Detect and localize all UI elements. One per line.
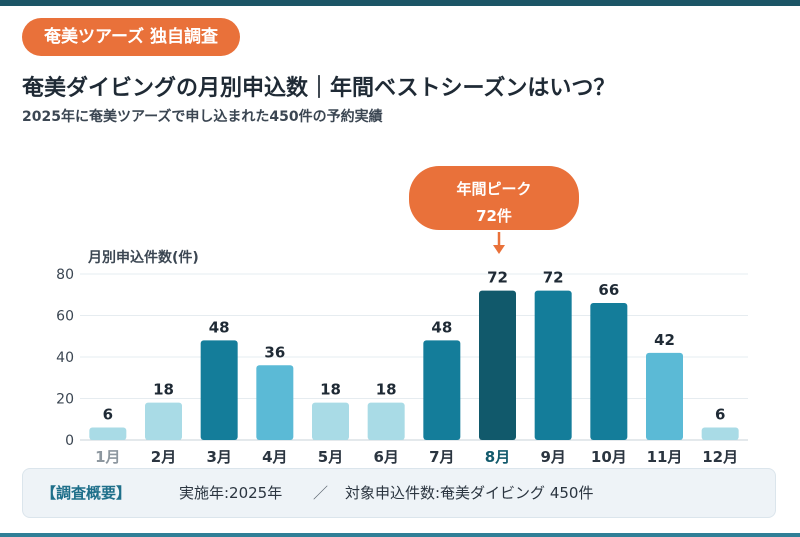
y-tick-label: 20 [56,392,74,408]
y-tick-label: 0 [65,433,74,449]
top-rule [0,0,800,6]
y-tick-label: 60 [56,309,74,325]
bar [145,402,182,440]
x-tick-label: 4月 [262,448,287,466]
peak-callout-label: 年間ピーク [456,180,532,198]
y-tick-label: 40 [56,350,74,366]
bar-value-label: 42 [654,331,675,349]
survey-badge: 奄美ツアーズ 独自調査 [22,18,241,56]
x-tick-label: 3月 [206,448,231,466]
bar-value-label: 18 [376,381,397,399]
page-title: 奄美ダイビングの月別申込数｜年間ベストシーズンはいつ？ [22,76,616,101]
bar [200,340,238,440]
bar [590,303,628,440]
bar-value-label: 36 [264,343,285,361]
bar-value-label: 6 [715,406,725,424]
x-tick-label: 10月 [591,448,627,466]
survey-summary: 【調査概要】 実施年:2025年 ／ 対象申込件数:奄美ダイビング 450件 [22,468,776,518]
bar-value-label: 48 [209,318,230,336]
x-tick-label: 11月 [647,448,683,466]
bar-value-label: 18 [153,381,174,399]
x-tick-label: 12月 [702,448,738,466]
survey-target: 対象申込件数:奄美ダイビング 450件 [345,484,594,502]
x-tick-label: 8月 [485,448,510,466]
x-tick-label: 6月 [373,448,398,466]
bar [423,340,461,440]
bar [479,290,516,440]
y-axis-label: 月別申込件数(件) [87,249,199,266]
x-tick-label: 9月 [540,448,565,466]
bar [646,352,683,440]
peak-callout: 年間ピーク 72件 [409,166,579,230]
peak-callout-value: 72件 [476,207,512,225]
bar-value-label: 6 [103,406,113,424]
x-tick-label: 2月 [151,448,176,466]
x-tick-label: 7月 [429,448,454,466]
down-arrow-icon [493,232,505,254]
monthly-bookings-chart: 月別申込件数(件) 0 20 40 60 80 6 1月 18 2月 48 3月 36 4月 18 5月 18 6… [56,249,748,466]
bar-value-label: 66 [598,281,619,299]
bar-value-label: 18 [320,381,341,399]
bar [312,402,349,440]
survey-year: 実施年:2025年 [179,484,283,502]
survey-summary-label: 【調査概要】 [41,484,132,502]
bar-value-label: 72 [487,269,508,287]
x-tick-label: 1月 [95,448,120,466]
survey-separator: ／ [313,484,329,502]
bar-value-label: 72 [543,269,564,287]
bar [256,365,294,440]
bar [701,427,739,440]
bar [367,402,405,440]
bar-value-label: 48 [431,318,452,336]
y-tick-label: 80 [56,267,74,283]
x-tick-label: 5月 [318,448,343,466]
bar [89,427,127,440]
page-subtitle: 2025年に奄美ツアーズで申し込まれた450件の予約実績 [22,109,383,125]
bottom-rule [0,533,800,537]
bar [534,290,572,440]
